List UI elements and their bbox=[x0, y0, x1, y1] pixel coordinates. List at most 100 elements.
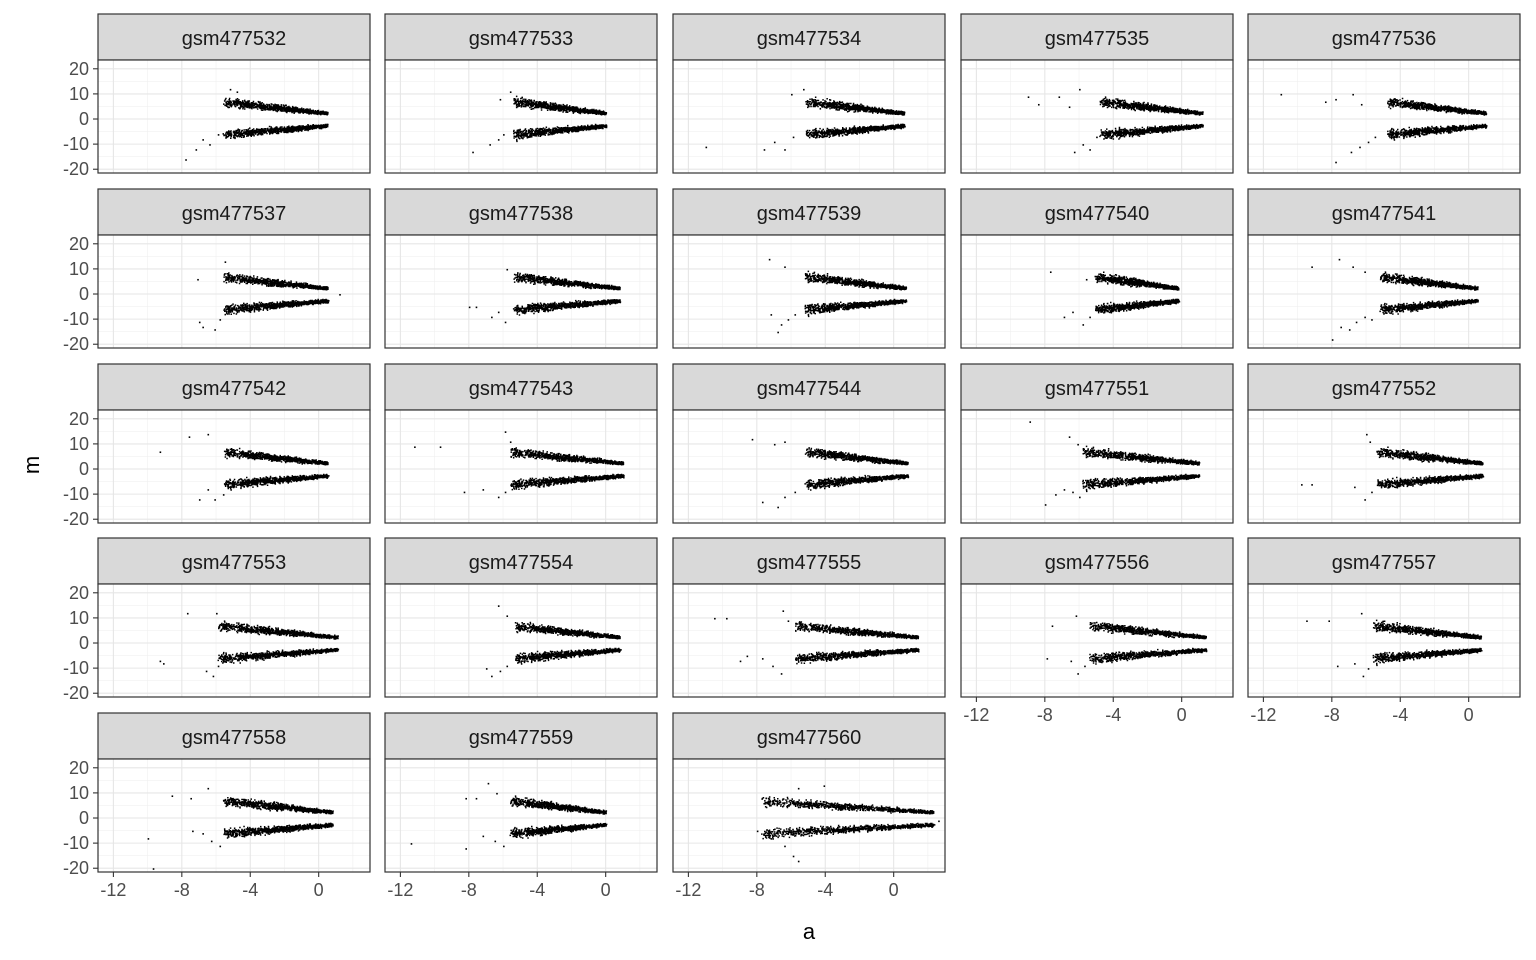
y-tick-label: 10 bbox=[69, 608, 89, 628]
outlier-point bbox=[214, 329, 216, 331]
panel-border bbox=[960, 59, 1234, 174]
outlier-point bbox=[504, 431, 507, 433]
panel-background bbox=[385, 60, 657, 173]
facet-panel: gsm477544 bbox=[672, 363, 946, 524]
outlier-point bbox=[1051, 625, 1054, 628]
outlier-point bbox=[482, 489, 485, 491]
outlier-point bbox=[726, 617, 728, 620]
outlier-point bbox=[414, 446, 416, 449]
outlier-point bbox=[1352, 93, 1354, 96]
panel-background bbox=[98, 584, 370, 697]
point-cloud bbox=[1082, 445, 1201, 493]
y-tick-label: 0 bbox=[79, 808, 89, 828]
outlier-point bbox=[465, 797, 468, 800]
outlier-point bbox=[1058, 96, 1061, 99]
y-tick-label: -20 bbox=[63, 683, 89, 703]
facet-strip-label: gsm477541 bbox=[1332, 203, 1437, 225]
x-tick-label: -12 bbox=[100, 880, 126, 900]
outlier-point bbox=[1355, 321, 1358, 324]
outlier-point bbox=[509, 91, 512, 93]
outlier-point bbox=[1348, 329, 1351, 331]
x-tick-label: -4 bbox=[242, 880, 258, 900]
outlier-point bbox=[219, 845, 222, 848]
outlier-point bbox=[1324, 101, 1327, 104]
outlier-point bbox=[756, 830, 759, 833]
panel-border bbox=[384, 758, 658, 873]
panel-border bbox=[960, 409, 1234, 524]
y-tick-label: -20 bbox=[63, 334, 89, 354]
point-cloud bbox=[1372, 619, 1483, 667]
outlier-point bbox=[497, 311, 500, 314]
outlier-point bbox=[147, 838, 150, 840]
outlier-point bbox=[482, 835, 485, 838]
outlier-point bbox=[503, 134, 505, 136]
y-tick-label: 10 bbox=[69, 434, 89, 454]
facet-strip-label: gsm477542 bbox=[182, 378, 287, 400]
panel-border bbox=[1247, 59, 1521, 174]
outlier-point bbox=[1328, 620, 1331, 623]
panel-background bbox=[98, 759, 370, 872]
x-tick-label: -8 bbox=[1037, 705, 1053, 725]
panel-background bbox=[961, 584, 1233, 697]
outlier-point bbox=[465, 848, 468, 850]
x-tick-label: 0 bbox=[889, 880, 899, 900]
outlier-point bbox=[1371, 319, 1373, 321]
outlier-point bbox=[410, 843, 413, 845]
outlier-point bbox=[1096, 136, 1098, 139]
facet-panel: gsm477542 -20 -10 0 10 20 bbox=[63, 363, 371, 529]
y-tick-label: 20 bbox=[69, 758, 89, 778]
outlier-point bbox=[794, 491, 797, 494]
point-cloud bbox=[223, 447, 330, 491]
outlier-point bbox=[504, 491, 507, 494]
outlier-point bbox=[439, 446, 442, 449]
panel-border bbox=[672, 583, 946, 698]
outlier-point bbox=[198, 499, 201, 501]
outlier-point bbox=[1029, 421, 1032, 423]
outlier-point bbox=[503, 845, 505, 848]
facet-strip-label: gsm477559 bbox=[469, 727, 574, 749]
y-axis-title: m bbox=[19, 456, 44, 474]
outlier-point bbox=[210, 840, 213, 843]
outlier-point bbox=[229, 88, 232, 91]
outlier-point bbox=[497, 496, 500, 499]
y-tick-label: 20 bbox=[69, 234, 89, 254]
outlier-point bbox=[159, 660, 162, 663]
facet-strip bbox=[97, 537, 371, 585]
outlier-point bbox=[1360, 103, 1363, 106]
panel-background bbox=[673, 235, 945, 348]
facet-strip bbox=[97, 712, 371, 760]
outlier-point bbox=[188, 436, 191, 438]
x-tick-label: -8 bbox=[749, 880, 765, 900]
outlier-point bbox=[777, 506, 779, 509]
outlier-point bbox=[212, 675, 215, 678]
facet-panel: gsm477538 bbox=[384, 188, 658, 349]
panel-background bbox=[673, 60, 945, 173]
outlier-point bbox=[506, 665, 509, 668]
outlier-point bbox=[195, 149, 198, 151]
data-points bbox=[1306, 612, 1483, 678]
data-points bbox=[1046, 615, 1208, 675]
outlier-point bbox=[1360, 612, 1363, 615]
outlier-point bbox=[1354, 486, 1356, 489]
facet-panel: gsm477553 -20 -10 0 10 20 bbox=[63, 537, 371, 703]
facet-strip-label: gsm477554 bbox=[469, 552, 574, 574]
y-tick-label: 20 bbox=[69, 583, 89, 603]
x-tick-label: 0 bbox=[1177, 705, 1187, 725]
data-points bbox=[1301, 433, 1485, 501]
facet-strip bbox=[384, 537, 658, 585]
y-tick-label: -20 bbox=[63, 159, 89, 179]
point-cloud bbox=[222, 797, 334, 839]
outlier-point bbox=[216, 612, 218, 615]
outlier-point bbox=[1063, 489, 1066, 491]
outlier-point bbox=[1301, 484, 1303, 486]
facet-strip-label: gsm477552 bbox=[1332, 378, 1437, 400]
data-points bbox=[1027, 88, 1204, 154]
facet-strip bbox=[960, 188, 1234, 236]
facet-panel: gsm477541 bbox=[1247, 188, 1521, 349]
outlier-point bbox=[784, 266, 786, 268]
outlier-point bbox=[823, 785, 826, 787]
panel-border bbox=[672, 59, 946, 174]
facet-strip bbox=[960, 537, 1234, 585]
facet-panel: gsm477560 -12 -8 -4 0 bbox=[672, 712, 946, 900]
outlier-point bbox=[1311, 484, 1313, 486]
